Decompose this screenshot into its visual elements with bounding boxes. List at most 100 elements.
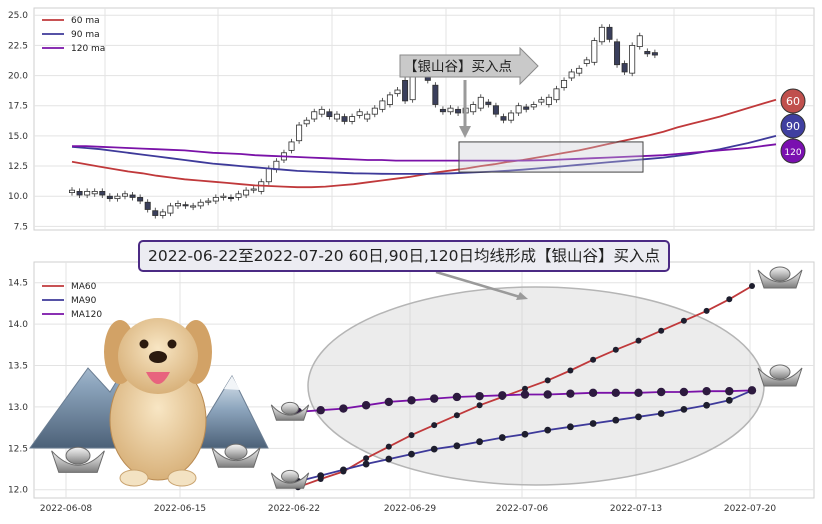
bottom-xtick-label: 2022-07-13 <box>610 504 662 514</box>
candle-body <box>190 205 197 208</box>
data-point-MA90 <box>340 466 347 474</box>
data-point-MA90 <box>317 472 325 480</box>
bottom-xtick-label: 2022-07-20 <box>724 504 777 514</box>
candle-body <box>553 88 560 101</box>
candle-body <box>523 106 530 110</box>
bottom-ytick-label: 12.0 <box>8 486 28 496</box>
candle-body <box>69 189 76 193</box>
silver-ingot <box>757 364 803 387</box>
candle-body <box>386 94 393 105</box>
data-point-MA120 <box>498 391 507 400</box>
data-point-MA120 <box>702 386 711 396</box>
legend-label: 120 ma <box>71 44 105 54</box>
data-point-MA60 <box>658 327 665 334</box>
chart-title: 2022-06-22至2022-07-20 60日,90日,120日均线形成【银… <box>138 240 670 272</box>
data-point-MA90 <box>567 423 574 431</box>
data-point-MA120 <box>679 387 689 397</box>
ingot-base <box>757 367 803 387</box>
bottom-ytick-label: 13.5 <box>8 362 28 372</box>
candle-body <box>379 100 386 110</box>
arrow-shape <box>399 46 539 86</box>
candle-body <box>447 107 454 113</box>
candle-body <box>129 194 136 198</box>
candle-body <box>288 141 295 151</box>
silver-ingot <box>270 469 310 489</box>
data-point-MA60 <box>363 455 370 462</box>
data-point-MA120 <box>543 390 552 399</box>
candle-body <box>311 111 318 120</box>
legend-label: MA60 <box>71 282 97 292</box>
candle-body <box>220 195 227 198</box>
data-point-MA60 <box>680 317 687 324</box>
candle-body <box>644 51 651 55</box>
candle-body <box>371 107 378 115</box>
dog-illustration <box>104 318 212 487</box>
top-ma-line-90ma <box>71 135 777 175</box>
data-point-MA120 <box>588 388 598 398</box>
data-point-MA90 <box>544 426 552 434</box>
data-point-MA120 <box>657 387 666 397</box>
candle-body <box>432 84 439 105</box>
candle-body <box>545 96 552 105</box>
data-point-MA120 <box>747 386 757 395</box>
top-ma-line-120ma <box>72 143 777 162</box>
candle-body <box>235 193 242 198</box>
data-point-MA90 <box>385 455 393 463</box>
ingot-top <box>65 446 91 465</box>
candle-body <box>591 40 598 63</box>
candle-body <box>318 108 325 115</box>
candle-body <box>91 190 98 195</box>
bottom-ytick-label: 13.0 <box>8 403 28 413</box>
data-point-MA90 <box>408 450 415 458</box>
legend-label: 60 ma <box>71 16 100 26</box>
data-point-MA90 <box>680 405 688 413</box>
candle-body <box>227 197 234 200</box>
candle-body <box>205 200 212 203</box>
data-point-MA120 <box>339 404 348 413</box>
candle-body <box>409 76 416 101</box>
candle-body <box>243 189 250 196</box>
candle-body <box>455 108 462 114</box>
candle-body <box>394 89 401 95</box>
top-ytick-label: 7.5 <box>14 222 28 232</box>
data-point-MA60 <box>726 296 733 303</box>
candle-body <box>606 26 613 40</box>
data-point-MA90 <box>589 420 597 427</box>
data-point-MA60 <box>476 402 483 409</box>
candle-body <box>76 190 83 196</box>
candle-body <box>583 59 590 64</box>
data-point-MA90 <box>725 396 733 404</box>
candle-body <box>598 26 605 43</box>
candle-body <box>492 105 499 115</box>
ma-badge-120 <box>780 138 806 164</box>
data-point-MA60 <box>635 337 642 344</box>
legend-label: MA90 <box>71 296 97 306</box>
candle-body <box>636 35 643 48</box>
candle-body <box>629 45 636 74</box>
candle-body <box>296 124 303 142</box>
candle-body <box>333 113 340 120</box>
data-point-MA60 <box>703 307 710 314</box>
candle-body <box>477 96 484 109</box>
dog-eye <box>139 339 149 349</box>
data-point-MA60 <box>749 283 755 290</box>
top-ytick-label: 17.5 <box>8 102 28 112</box>
candle-body <box>402 79 409 102</box>
buy-zone-box <box>458 141 644 173</box>
top-ytick-label: 22.5 <box>8 41 28 51</box>
data-point-MA120 <box>566 389 575 398</box>
bottom-ytick-label: 12.5 <box>8 444 28 454</box>
ma-badge-label: 60 <box>786 95 800 108</box>
candle-body <box>439 108 446 113</box>
candle-body <box>485 101 492 105</box>
candle-body <box>568 71 575 79</box>
bottom-xtick-label: 2022-07-06 <box>496 504 549 514</box>
candle-body <box>99 190 106 196</box>
data-point-MA120 <box>725 386 734 396</box>
bottom-ytick-label: 14.0 <box>8 320 28 330</box>
silver-ingot <box>270 401 310 421</box>
candle-body <box>137 197 144 202</box>
candle-body <box>561 79 568 89</box>
